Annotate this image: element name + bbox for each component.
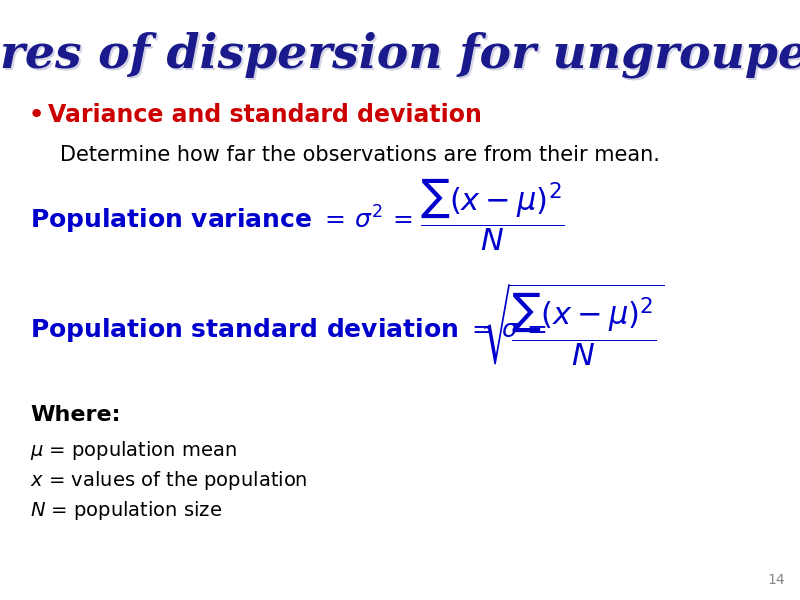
Text: •: • — [28, 101, 46, 129]
Text: $\sqrt{\dfrac{\sum(x-\mu)^2}{N}}$: $\sqrt{\dfrac{\sum(x-\mu)^2}{N}}$ — [480, 282, 664, 368]
Text: Population variance $=\,\sigma^2\,=$: Population variance $=\,\sigma^2\,=$ — [30, 204, 413, 236]
Text: $N$ = population size: $N$ = population size — [30, 499, 222, 521]
Text: $\dfrac{\sum(x-\mu)^2}{N}$: $\dfrac{\sum(x-\mu)^2}{N}$ — [420, 177, 565, 253]
Text: Where:: Where: — [30, 405, 121, 425]
Text: $x$ = values of the population: $x$ = values of the population — [30, 469, 308, 491]
Text: Variance and standard deviation: Variance and standard deviation — [48, 103, 482, 127]
Text: Determine how far the observations are from their mean.: Determine how far the observations are f… — [60, 145, 660, 165]
Text: $\mu$ = population mean: $\mu$ = population mean — [30, 439, 237, 461]
Text: Population standard deviation $=\,\sigma\,=$: Population standard deviation $=\,\sigma… — [30, 316, 546, 344]
Text: Measures of dispersion for ungrouped data: Measures of dispersion for ungrouped dat… — [0, 32, 800, 78]
Text: 14: 14 — [767, 573, 785, 587]
Text: Measures of dispersion for ungrouped data: Measures of dispersion for ungrouped dat… — [0, 34, 800, 80]
